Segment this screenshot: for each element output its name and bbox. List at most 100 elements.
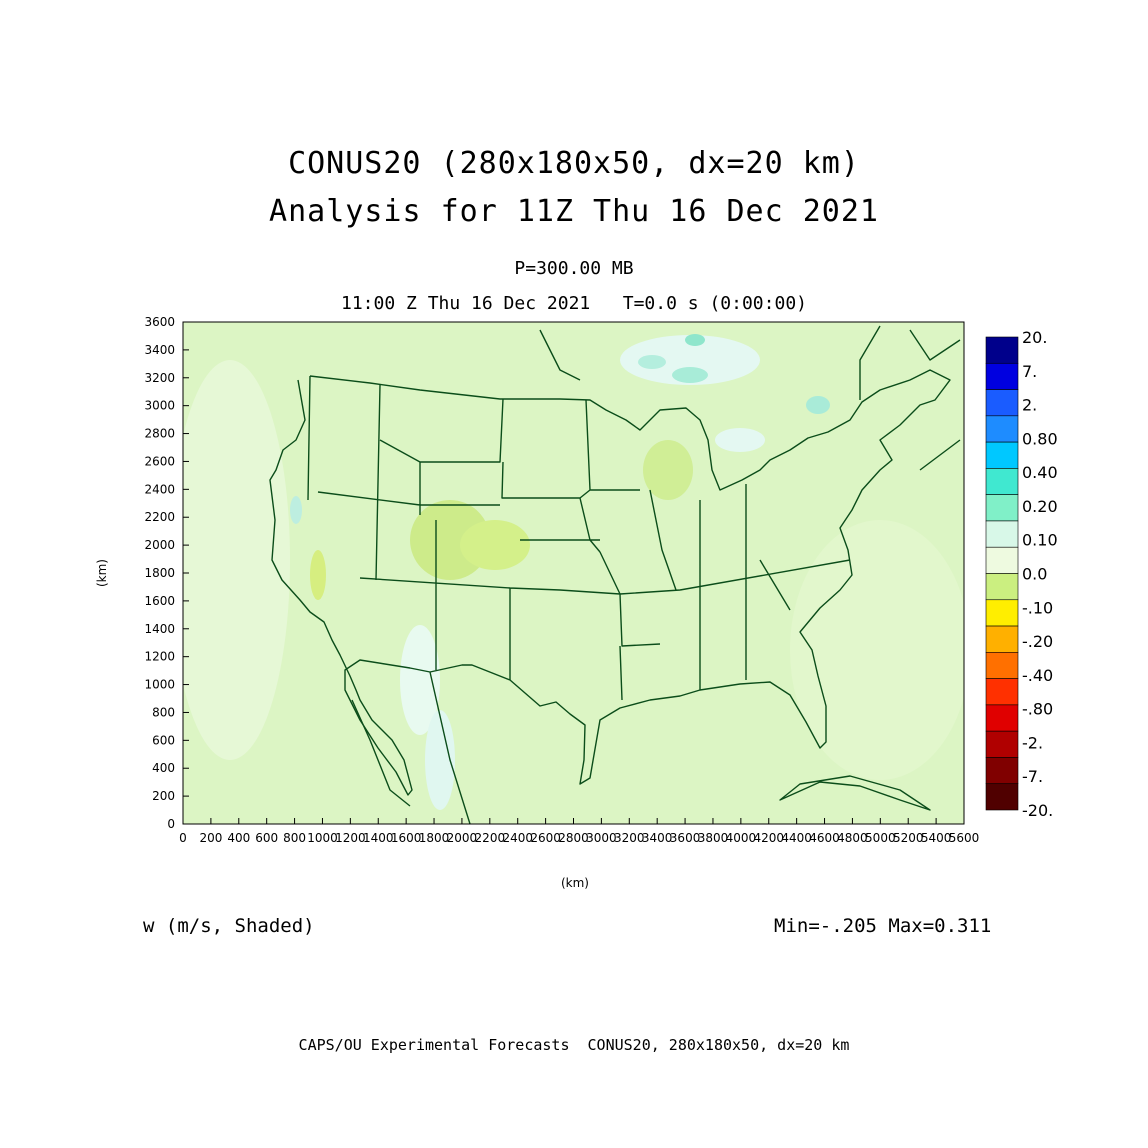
colorbar-swatch (985, 599, 1019, 627)
y-tick-label: 1400 (144, 622, 175, 636)
plot-area (182, 321, 965, 825)
x-tick-label: 1400 (363, 831, 394, 845)
field-blob (400, 625, 440, 735)
colorbar-swatch (985, 730, 1019, 758)
colorbar-swatch (985, 362, 1019, 390)
colorbar-swatch (985, 678, 1019, 706)
x-tick-label: 400 (227, 831, 250, 845)
field-blob (183, 360, 290, 760)
colorbar-swatch (985, 704, 1019, 732)
x-tick-label: 5400 (921, 831, 952, 845)
x-tick-label: 1200 (335, 831, 366, 845)
field-blob (620, 335, 760, 385)
y-tick-label: 3000 (144, 399, 175, 413)
colorbar-swatch (985, 389, 1019, 417)
shaded-field (183, 334, 964, 810)
colorbar-swatch (985, 494, 1019, 522)
y-tick-label: 600 (152, 733, 175, 747)
field-blob (425, 710, 455, 810)
field-blob (310, 550, 326, 600)
y-tick-label: 1800 (144, 566, 175, 580)
colorbar-label: 0.20 (1022, 497, 1058, 516)
x-tick-label: 4000 (726, 831, 757, 845)
canada-coast (539, 325, 961, 471)
x-tick-label: 0 (179, 831, 187, 845)
x-tick-label: 2200 (475, 831, 506, 845)
field-blob (290, 496, 302, 524)
colorbar-swatch (985, 757, 1019, 785)
colorbar-swatch (985, 652, 1019, 679)
x-tick-label: 2400 (502, 831, 533, 845)
x-tick-label: 5000 (865, 831, 896, 845)
y-tick-label: 2800 (144, 427, 175, 441)
y-tick-label: 800 (152, 705, 175, 719)
y-tick-label: 200 (152, 789, 175, 803)
y-tick-label: 1200 (144, 650, 175, 664)
x-tick-label: 600 (255, 831, 278, 845)
colorbar-swatch (985, 573, 1019, 601)
y-tick-label: 0 (167, 817, 175, 831)
x-tick-label: 4600 (809, 831, 840, 845)
y-axis-label: (km) (95, 559, 109, 587)
colorbar-label: 0.0 (1022, 565, 1047, 584)
colorbar-label: 20. (1022, 328, 1047, 347)
colorbar-swatch (985, 546, 1019, 574)
x-tick-label: 3200 (614, 831, 645, 845)
y-tick-label: 2000 (144, 538, 175, 552)
title-line-2: Analysis for 11Z Thu 16 Dec 2021 (269, 194, 879, 229)
x-tick-label: 3800 (698, 831, 729, 845)
x-tick-label: 2600 (530, 831, 561, 845)
field-blob (672, 367, 708, 383)
colorbar-label: 0.10 (1022, 531, 1058, 550)
colorbar-label: 2. (1022, 396, 1037, 415)
field-blob (643, 440, 693, 500)
x-axis-ticks: 0 200 400 600 800 100012001400160018002000220… (179, 818, 979, 845)
field-blob (638, 355, 666, 369)
title-line-1: CONUS20 (280x180x50, dx=20 km) (288, 146, 860, 181)
x-tick-label: 4800 (837, 831, 868, 845)
colorbar-label: 7. (1022, 362, 1037, 381)
x-tick-label: 1600 (391, 831, 422, 845)
colorbar-label: 0.40 (1022, 463, 1058, 482)
footer-credit: CAPS/OU Experimental Forecasts CONUS20, … (298, 1036, 850, 1054)
colorbar-swatch (985, 783, 1019, 811)
y-tick-label: 1000 (144, 678, 175, 692)
colorbar-label: 0.80 (1022, 429, 1058, 448)
x-axis-label: (km) (561, 876, 589, 890)
boundaries (269, 325, 961, 824)
x-tick-label: 5200 (893, 831, 924, 845)
colorbar-swatch (985, 520, 1019, 548)
x-tick-label: 4200 (753, 831, 784, 845)
colorbar-swatch (985, 415, 1019, 443)
colorbar-label: -.80 (1022, 700, 1053, 719)
x-tick-label: 3000 (586, 831, 617, 845)
x-tick-label: 800 (283, 831, 306, 845)
colorbar-label: -20. (1022, 801, 1053, 820)
colorbar-label: -7. (1022, 767, 1043, 786)
y-tick-label: 1600 (144, 594, 175, 608)
x-tick-label: 1000 (307, 831, 338, 845)
colorbar-label: -.20 (1022, 632, 1053, 651)
y-tick-label: 400 (152, 761, 175, 775)
colorbar-swatch (985, 336, 1019, 364)
y-tick-label: 3400 (144, 343, 175, 357)
x-tick-label: 3400 (642, 831, 673, 845)
colorbar-swatch (985, 441, 1019, 469)
y-axis-ticks: 0 200 400 600 800 1000 1200 1400 1600 1800 2000 220… (144, 315, 189, 831)
field-blob (790, 520, 964, 780)
x-tick-label: 5600 (949, 831, 980, 845)
colorbar-swatch (985, 625, 1019, 653)
y-tick-label: 2600 (144, 454, 175, 468)
field-blob (460, 520, 530, 570)
cuba-outline (779, 775, 931, 811)
x-tick-label: 1800 (419, 831, 450, 845)
x-tick-label: 3600 (670, 831, 701, 845)
x-tick-label: 2000 (447, 831, 478, 845)
x-tick-label: 4400 (781, 831, 812, 845)
y-tick-label: 3200 (144, 371, 175, 385)
x-tick-label: 200 (199, 831, 222, 845)
field-blob (715, 428, 765, 452)
x-tick-label: 2800 (558, 831, 589, 845)
colorbar-label: -.40 (1022, 666, 1053, 685)
